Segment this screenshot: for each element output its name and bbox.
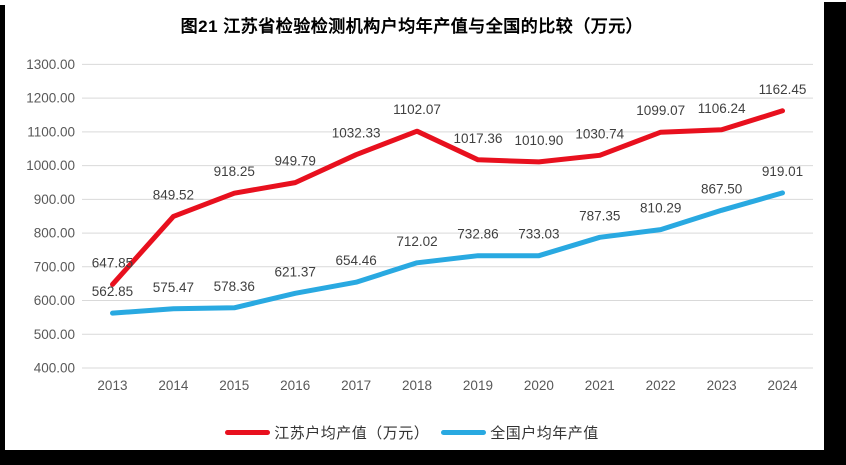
y-axis-tick-label: 500.00 — [34, 327, 75, 342]
y-axis-tick-label: 400.00 — [34, 361, 75, 376]
data-label: 647.85 — [92, 255, 133, 270]
data-label: 732.86 — [457, 227, 498, 242]
y-axis-tick-label: 800.00 — [34, 226, 75, 241]
legend-item-national: 全国户均年产值 — [441, 422, 599, 443]
data-label: 1010.90 — [514, 133, 563, 148]
x-axis-tick-label: 2020 — [524, 378, 554, 393]
series-line-1 — [110, 190, 785, 316]
x-axis-tick-label: 2021 — [585, 378, 615, 393]
y-axis-tick-label: 1100.00 — [27, 124, 75, 139]
data-label: 1017.36 — [454, 131, 503, 146]
data-label: 919.01 — [762, 164, 803, 179]
x-axis-tick-label: 2019 — [463, 378, 493, 393]
data-label: 712.02 — [396, 234, 437, 249]
y-axis-tick-label: 700.00 — [34, 259, 75, 274]
y-axis-tick-label: 1000.00 — [26, 158, 75, 173]
y-axis-tick-label: 1200.00 — [26, 91, 75, 106]
y-axis-tick-label: 1300.00 — [26, 57, 75, 72]
data-label: 867.50 — [701, 181, 742, 196]
legend-swatch-jiangsu-line — [225, 429, 271, 435]
chart-title: 图21 江苏省检验检测机构户均年产值与全国的比较（万元） — [180, 17, 644, 36]
data-label: 575.47 — [153, 280, 194, 295]
data-label: 654.46 — [335, 253, 376, 268]
data-label: 621.37 — [275, 264, 316, 279]
data-label: 1102.07 — [393, 102, 441, 117]
x-axis-tick-label: 2023 — [707, 378, 737, 393]
x-axis-tick-label: 2014 — [158, 378, 189, 393]
scan-border-right — [824, 2, 846, 465]
data-label: 578.36 — [214, 279, 255, 294]
scan-border-left — [0, 5, 5, 465]
data-label: 1030.74 — [575, 126, 624, 141]
y-axis-tick-label: 600.00 — [34, 293, 75, 308]
legend-label-jiangsu: 江苏户均产值（万元） — [274, 424, 430, 442]
data-label: 1099.07 — [636, 103, 685, 118]
x-axis-tick-label: 2016 — [280, 378, 310, 393]
x-axis-tick-label: 2015 — [219, 378, 249, 393]
x-axis-tick-label: 2024 — [768, 378, 799, 393]
legend-label-national: 全国户均年产值 — [490, 424, 599, 442]
data-label: 787.35 — [579, 208, 620, 223]
data-label: 1032.33 — [332, 126, 381, 141]
data-label: 949.79 — [275, 154, 316, 169]
data-label: 918.25 — [214, 164, 255, 179]
data-label: 562.85 — [92, 284, 133, 299]
scan-border-bottom — [0, 450, 846, 465]
data-label: 849.52 — [153, 187, 194, 202]
data-label: 1106.24 — [698, 101, 746, 116]
data-label: 810.29 — [640, 201, 681, 216]
data-label: 733.03 — [518, 227, 559, 242]
y-axis-tick-label: 900.00 — [34, 192, 75, 207]
x-axis-tick-label: 2022 — [646, 378, 676, 393]
legend-item-jiangsu: 江苏户均产值（万元） — [225, 422, 429, 443]
data-label: 1162.45 — [759, 82, 807, 97]
x-axis-tick-label: 2018 — [402, 378, 432, 393]
x-axis-tick-label: 2017 — [341, 378, 371, 393]
series-line-0 — [110, 108, 785, 287]
legend-swatch-national-line — [441, 429, 487, 435]
x-axis-tick-label: 2013 — [97, 378, 127, 393]
legend: 江苏户均产值（万元） 全国户均年产值 — [6, 420, 818, 444]
